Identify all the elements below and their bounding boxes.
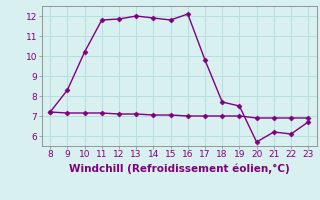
X-axis label: Windchill (Refroidissement éolien,°C): Windchill (Refroidissement éolien,°C) — [69, 163, 290, 174]
